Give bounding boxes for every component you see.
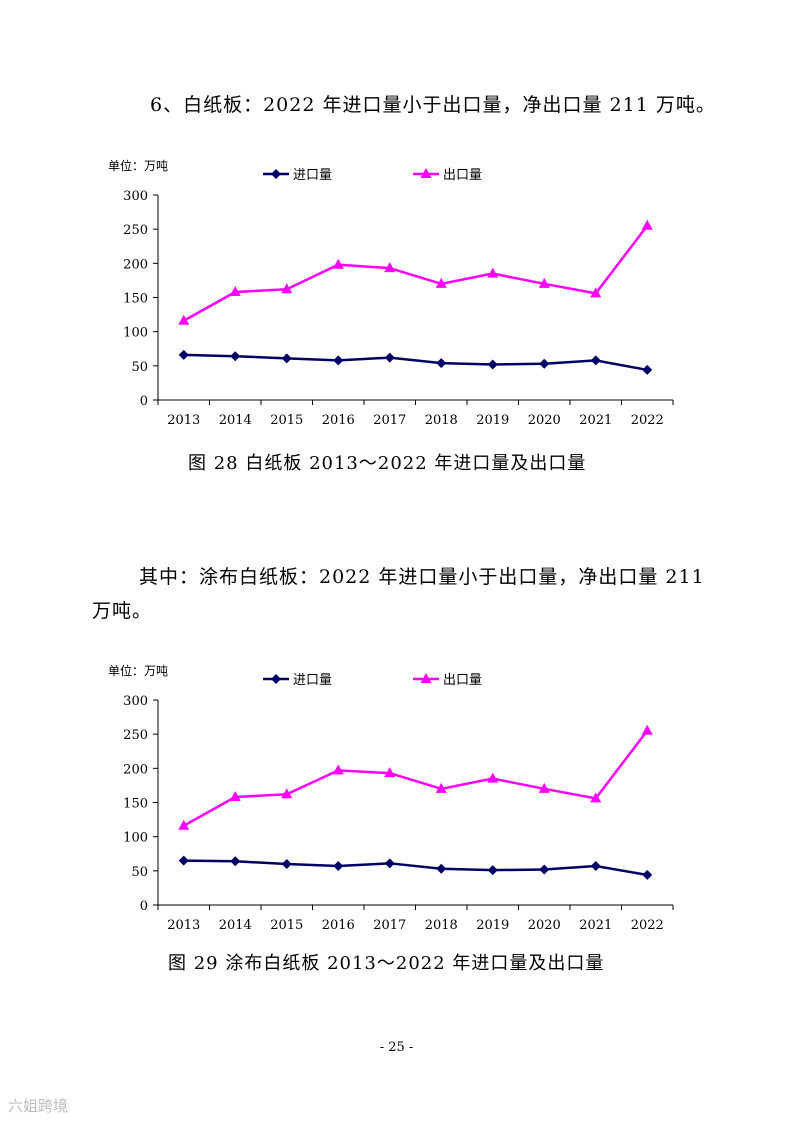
x-tick-label: 2017 bbox=[373, 918, 406, 933]
import-point bbox=[539, 864, 550, 875]
import-point bbox=[642, 869, 653, 880]
export-point bbox=[435, 782, 447, 793]
export-point bbox=[332, 258, 344, 269]
import-point bbox=[230, 856, 241, 867]
x-tick-label: 2013 bbox=[167, 413, 200, 428]
legend-label: 进口量 bbox=[293, 673, 332, 688]
series-line-import bbox=[183, 859, 648, 877]
import-point bbox=[333, 861, 344, 872]
x-tick-label: 2020 bbox=[528, 918, 561, 933]
export-point bbox=[435, 277, 447, 288]
x-tick-label: 2019 bbox=[476, 918, 509, 933]
unit-label: 单位：万吨 bbox=[108, 158, 168, 173]
export-point bbox=[384, 262, 396, 273]
x-tick-label: 2014 bbox=[219, 413, 252, 428]
y-tick-label: 300 bbox=[123, 189, 148, 204]
x-tick-label: 2013 bbox=[167, 918, 200, 933]
import-point bbox=[642, 364, 653, 375]
export-point bbox=[384, 767, 396, 778]
x-tick-label: 2021 bbox=[579, 413, 612, 428]
y-tick-label: 300 bbox=[123, 694, 148, 709]
paragraph-white-board: 6、白纸板：2022 年进口量小于出口量，净出口量 211 万吨。 bbox=[150, 94, 716, 116]
export-point bbox=[229, 791, 241, 802]
legend-marker-diamond bbox=[271, 169, 281, 179]
series-line-export bbox=[183, 729, 649, 827]
import-point bbox=[281, 859, 292, 869]
y-tick-label: 0 bbox=[140, 899, 148, 914]
import-point bbox=[333, 355, 344, 366]
export-point bbox=[229, 286, 241, 297]
x-tick-label: 2022 bbox=[631, 413, 664, 428]
x-tick-label: 2020 bbox=[528, 413, 561, 428]
x-tick-label: 2018 bbox=[425, 413, 458, 428]
legend-marker-triangle bbox=[420, 168, 432, 178]
import-point bbox=[384, 352, 395, 363]
import-point bbox=[487, 865, 498, 876]
export-point bbox=[538, 782, 550, 793]
import-point bbox=[590, 861, 601, 872]
import-point bbox=[281, 353, 292, 364]
y-tick-label: 50 bbox=[131, 865, 148, 880]
export-point bbox=[641, 724, 653, 735]
series-line-import bbox=[183, 353, 648, 372]
legend-label: 进口量 bbox=[293, 168, 332, 183]
import-point bbox=[590, 355, 601, 366]
import-point bbox=[436, 863, 447, 874]
figure-caption-28: 图 28 白纸板 2013～2022 年进口量及出口量 bbox=[188, 453, 587, 474]
y-tick-label: 100 bbox=[123, 831, 148, 846]
y-tick-label: 150 bbox=[123, 292, 148, 307]
y-tick-label: 50 bbox=[131, 360, 148, 375]
legend-marker-diamond bbox=[271, 674, 281, 684]
y-tick-label: 200 bbox=[123, 257, 148, 272]
export-point bbox=[332, 764, 344, 775]
y-tick-label: 250 bbox=[123, 728, 148, 743]
unit-label: 单位：万吨 bbox=[108, 663, 168, 678]
y-tick-label: 200 bbox=[123, 762, 148, 777]
export-point bbox=[487, 772, 499, 783]
export-point bbox=[178, 314, 190, 325]
x-tick-label: 2018 bbox=[425, 918, 458, 933]
watermark-logo: 六姐跨境 bbox=[8, 1097, 69, 1115]
x-tick-label: 2022 bbox=[631, 918, 664, 933]
paragraph-coated-white-board: 其中：涂布白纸板：2022 年进口量小于出口量，净出口量 211 万吨。 bbox=[92, 566, 705, 622]
export-point bbox=[487, 267, 499, 278]
export-point bbox=[590, 287, 602, 298]
y-tick-label: 250 bbox=[123, 223, 148, 238]
import-point bbox=[178, 349, 189, 360]
x-tick-label: 2019 bbox=[476, 413, 509, 428]
import-point bbox=[230, 351, 241, 362]
export-point bbox=[641, 219, 653, 230]
import-point bbox=[539, 358, 550, 369]
export-point bbox=[538, 277, 550, 288]
x-tick-label: 2017 bbox=[373, 413, 406, 428]
import-point bbox=[384, 858, 395, 869]
y-tick-label: 150 bbox=[123, 797, 148, 812]
import-point bbox=[436, 358, 447, 369]
legend-label: 出口量 bbox=[443, 168, 482, 183]
export-point bbox=[178, 819, 190, 830]
x-tick-label: 2014 bbox=[219, 918, 252, 933]
series-line-export bbox=[183, 224, 649, 322]
x-tick-label: 2015 bbox=[270, 413, 303, 428]
y-tick-label: 0 bbox=[140, 394, 148, 409]
export-point bbox=[590, 792, 602, 803]
legend-marker-triangle bbox=[420, 673, 432, 683]
x-tick-label: 2015 bbox=[270, 918, 303, 933]
page-number: - 25 - bbox=[379, 1040, 414, 1055]
export-point bbox=[281, 283, 293, 294]
x-tick-label: 2016 bbox=[322, 918, 355, 933]
import-point bbox=[487, 359, 498, 370]
y-tick-label: 100 bbox=[123, 326, 148, 341]
import-point bbox=[178, 855, 189, 866]
x-tick-label: 2021 bbox=[579, 918, 612, 933]
figure-caption-29: 图 29 涂布白纸板 2013～2022 年进口量及出口量 bbox=[168, 953, 605, 974]
chart-coated-white-board: 单位：万吨 0 50 100 150 200 250 300 2013 2014 2015 2016 2… bbox=[108, 663, 674, 933]
chart-white-board: 单位：万吨 0 50 100 150 200 250 300 2013 2014 2015 2016 2… bbox=[108, 158, 674, 428]
export-point bbox=[281, 788, 293, 799]
x-tick-label: 2016 bbox=[322, 413, 355, 428]
legend-label: 出口量 bbox=[443, 673, 482, 688]
